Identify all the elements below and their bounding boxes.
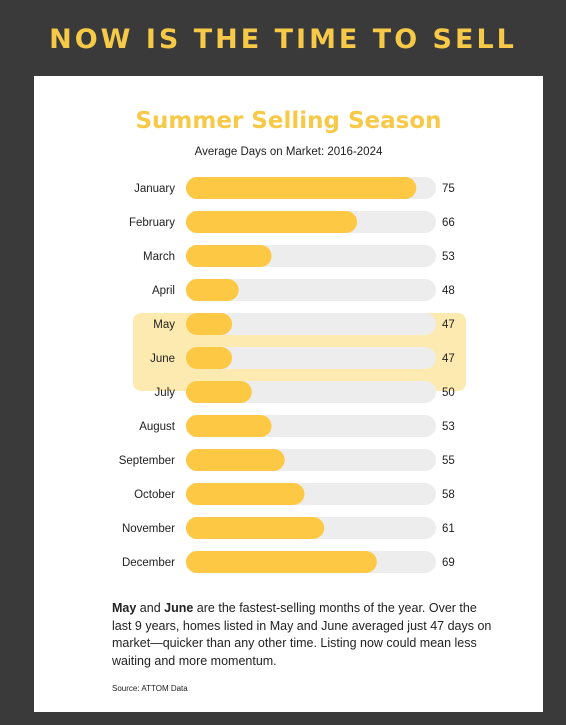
value-label: 53 [442, 421, 455, 433]
bar-chart: January 75 February 66 March 53 April 48 May 47 Ju… [119, 177, 466, 573]
chart-subtitle: Average Days on Market: 2016-2024 [194, 146, 383, 158]
description-text: are the fastest-selling months of the ye… [112, 601, 492, 668]
bar [186, 517, 325, 539]
bar [186, 245, 272, 267]
category-label: August [139, 421, 176, 433]
bar [186, 551, 377, 573]
category-label: May [153, 319, 175, 331]
chart-card: Summer Selling Season Average Days on Ma… [34, 76, 543, 712]
value-label: 55 [442, 455, 455, 467]
source-note: Source: ATTOM Data [112, 684, 188, 693]
value-label: 58 [442, 489, 455, 501]
value-label: 48 [442, 285, 455, 297]
value-label: 47 [442, 353, 455, 365]
category-label: December [122, 557, 175, 569]
bar [186, 279, 239, 301]
description: May and June are the fastest-selling mon… [112, 600, 492, 670]
value-label: 75 [442, 183, 455, 195]
bar-track [186, 279, 436, 301]
bar [186, 415, 272, 437]
bar [186, 381, 252, 403]
bar [186, 347, 233, 369]
headline: NOW IS THE TIME TO SELL [49, 24, 517, 55]
category-label: July [155, 387, 176, 399]
bar [186, 211, 358, 233]
description-month-2: June [164, 601, 194, 615]
category-label: January [134, 183, 175, 195]
value-label: 61 [442, 523, 455, 535]
value-label: 69 [442, 557, 455, 569]
category-label: February [129, 217, 175, 229]
bar [186, 483, 305, 505]
bar-track [186, 313, 436, 335]
bar [186, 177, 417, 199]
bar [186, 313, 233, 335]
value-label: 66 [442, 217, 455, 229]
bar-track [186, 347, 436, 369]
category-label: November [122, 523, 175, 535]
category-label: September [119, 455, 175, 467]
category-label: June [150, 353, 175, 365]
category-label: October [134, 489, 175, 501]
category-label: April [152, 285, 175, 297]
bar [186, 449, 285, 471]
category-label: March [143, 251, 175, 263]
value-label: 50 [442, 387, 455, 399]
description-and: and [136, 601, 165, 615]
description-month-1: May [112, 601, 137, 615]
value-label: 53 [442, 251, 455, 263]
chart-title: Summer Selling Season [135, 108, 442, 134]
value-label: 47 [442, 319, 455, 331]
